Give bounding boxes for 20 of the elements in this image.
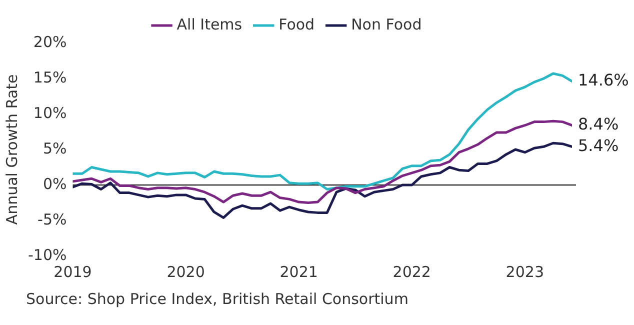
y-tick-label: 0% [42, 174, 67, 193]
annotation: 8.4% [578, 114, 619, 134]
annotation: 14.6% [578, 70, 629, 90]
legend-label: Food [278, 15, 315, 34]
annotation: 5.4% [578, 136, 619, 155]
y-tick-label: 5% [42, 139, 67, 158]
y-axis-title: Annual Growth Rate [2, 74, 21, 225]
y-tick-label: -5% [38, 210, 67, 228]
x-tick-label: 2022 [392, 262, 431, 281]
x-tick-label: 2019 [54, 262, 92, 281]
y-tick-label: 10% [33, 104, 67, 122]
y-tick-label: -10% [28, 246, 67, 264]
x-tick-label: 2021 [280, 262, 318, 281]
x-tick-label: 2023 [506, 262, 544, 281]
legend-label: All Items [176, 15, 242, 34]
x-tick-label: 2020 [166, 262, 205, 281]
y-tick-label: 20% [33, 32, 67, 51]
source-note: Source: Shop Price Index, British Retail Consortium [26, 290, 408, 308]
legend-label: Non Food [351, 15, 422, 34]
y-tick-label: 15% [33, 68, 67, 86]
